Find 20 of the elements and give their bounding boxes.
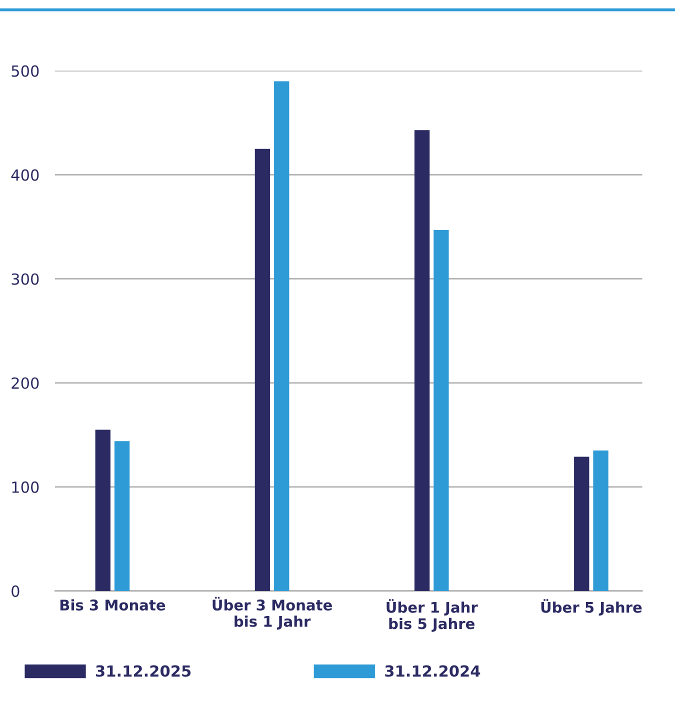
y-tick-label: 200 [12, 377, 39, 389]
bar [114, 441, 130, 591]
legend-label: 31.12.2025 [96, 665, 191, 677]
x-tick-label: Über 5 Jahre [541, 599, 642, 616]
x-tick-label: Über 1 Jahr bis 5 Jahre [386, 599, 478, 632]
bar [593, 450, 608, 591]
y-tick-label: 300 [12, 273, 39, 285]
y-tick-label: 100 [12, 481, 39, 493]
bar [574, 456, 590, 591]
bar [274, 81, 290, 591]
y-tick-label: 0 [12, 585, 20, 597]
x-tick-label: Über 3 Monate bis 1 Jahr [212, 596, 332, 630]
bar [95, 430, 110, 591]
y-tick-label: 500 [12, 65, 39, 77]
bar [434, 230, 449, 591]
x-tick-label: Bis 3 Monate [60, 599, 166, 611]
legend-label: 31.12.2024 [385, 665, 480, 677]
y-tick-label: 400 [11, 169, 39, 181]
bar [254, 148, 270, 591]
bar [414, 130, 430, 591]
